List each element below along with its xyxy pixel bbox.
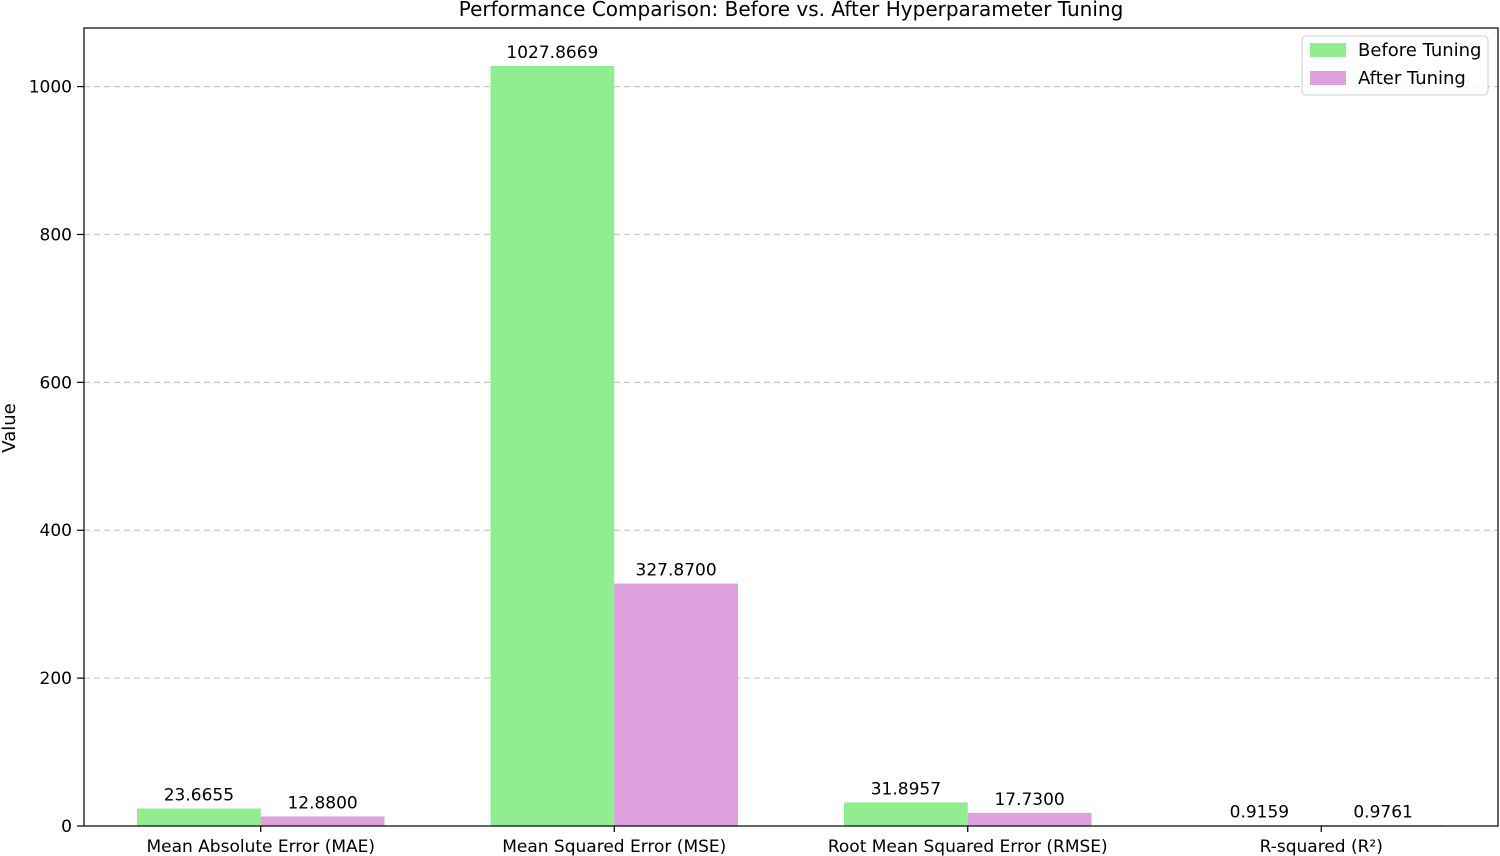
bar-value-labels: 23.6655 12.8800 1027.8669 327.8700 31.8957 17… — [164, 43, 1413, 822]
x-tick-label: Mean Absolute Error (MAE) — [146, 837, 375, 856]
bar-value-label: 31.8957 — [871, 779, 941, 799]
bar-value-label: 23.6655 — [164, 786, 234, 806]
x-tick-label: Mean Squared Error (MSE) — [502, 837, 726, 856]
bar-value-label: 12.8800 — [287, 793, 357, 813]
bar-value-label: 0.9761 — [1353, 802, 1412, 822]
bar-value-label: 1027.8669 — [506, 43, 598, 63]
bar-after — [967, 812, 1092, 826]
bar-before — [490, 65, 615, 827]
legend-swatch-after — [1310, 71, 1346, 85]
x-tick-label: Root Mean Squared Error (RMSE) — [828, 837, 1108, 856]
y-axis-ticks: 0 200 400 600 800 1000 — [29, 78, 84, 837]
bar-value-label: 17.7300 — [994, 790, 1064, 810]
y-tick-label: 0 — [61, 817, 72, 837]
legend-label-before: Before Tuning — [1358, 40, 1482, 61]
x-axis-ticks: Mean Absolute Error (MAE) Mean Squared Er… — [146, 826, 1383, 856]
chart-title: Performance Comparison: Before vs. After… — [459, 0, 1124, 21]
bar-after — [614, 583, 738, 826]
bar-after — [260, 816, 385, 826]
y-tick-label: 1000 — [29, 78, 72, 98]
legend-label-after: After Tuning — [1358, 68, 1466, 89]
bar-value-label: 0.9159 — [1230, 802, 1289, 822]
legend-box — [1301, 35, 1489, 96]
y-tick-label: 400 — [40, 521, 72, 541]
bar-before — [137, 808, 261, 826]
bar-before — [844, 802, 968, 826]
x-tick-label: R-squared (R²) — [1260, 837, 1383, 856]
bars — [137, 65, 1445, 827]
bar-value-label: 327.8700 — [636, 561, 717, 581]
y-tick-label: 800 — [40, 225, 72, 245]
y-axis-label: Value — [0, 403, 20, 452]
plot-frame — [83, 27, 1499, 827]
legend-swatch-before — [1310, 43, 1346, 57]
grid-lines — [84, 86, 1498, 679]
y-tick-label: 200 — [40, 669, 72, 689]
legend: Before Tuning After Tuning — [1301, 35, 1489, 96]
y-tick-label: 600 — [40, 373, 72, 393]
